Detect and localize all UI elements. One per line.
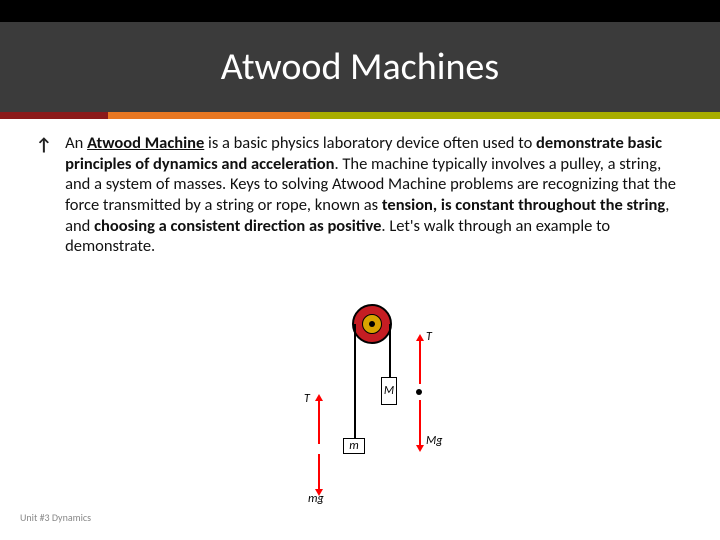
tension-arrow-left-icon — [318, 400, 320, 444]
mass-M-box: M — [381, 377, 397, 405]
slide-title: Atwood Machines — [0, 22, 720, 112]
label-T-left: T — [304, 392, 310, 406]
bullet-arrow-icon: ↗ — [30, 131, 57, 158]
pulley-axle-icon — [369, 321, 375, 327]
stripe-segment — [108, 112, 310, 119]
label-mg: mg — [308, 492, 324, 506]
mass-m-box: m — [343, 438, 365, 454]
atwood-diagram: m M T T Mg mg — [280, 304, 480, 504]
slide-footer: Unit #3 Dynamics — [20, 511, 91, 524]
bullet-item: ↗ An Atwood Machine is a basic physics l… — [36, 133, 684, 257]
freebody-point-icon — [416, 389, 422, 395]
label-Mg: Mg — [426, 434, 442, 448]
stripe-segment — [310, 112, 720, 119]
label-T-right: T — [426, 330, 432, 344]
tension-arrow-right-icon — [419, 340, 421, 384]
title-band: Atwood Machines — [0, 0, 720, 112]
string-left — [354, 324, 356, 439]
body-area: ↗ An Atwood Machine is a basic physics l… — [0, 119, 720, 257]
weight-Mg-arrow-icon — [419, 400, 421, 446]
body-paragraph: An Atwood Machine is a basic physics lab… — [65, 133, 684, 257]
accent-stripe — [0, 112, 720, 119]
weight-mg-arrow-icon — [318, 454, 320, 490]
stripe-segment — [0, 112, 108, 119]
